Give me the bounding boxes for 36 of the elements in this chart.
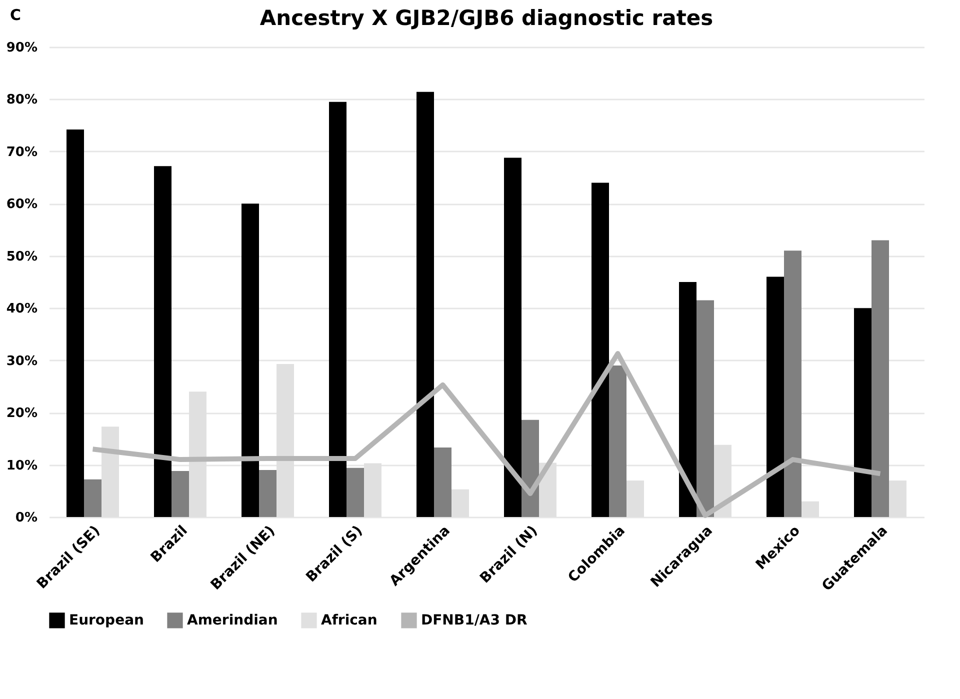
bar: [434, 448, 452, 517]
bar: [522, 420, 539, 517]
y-tick-label: 50%: [6, 249, 38, 264]
text: C: [10, 6, 22, 24]
bar: [329, 102, 346, 517]
chart-title: Ancestry X GJB2/GJB6 diagnostic rates: [260, 6, 714, 30]
bar: [66, 130, 84, 517]
bar: [346, 468, 364, 517]
y-tick-label: 80%: [6, 92, 38, 108]
legend-label: European: [69, 612, 144, 628]
y-tick-label: 70%: [6, 144, 38, 160]
legend-label: DFNB1/A3 DR: [421, 612, 528, 628]
bar: [609, 366, 626, 517]
y-tick-label: 0%: [15, 510, 38, 526]
bar: [766, 276, 784, 517]
legend-label: African: [321, 612, 378, 628]
bar: [416, 92, 434, 517]
y-tick-label: 40%: [6, 302, 38, 317]
bar: [696, 300, 714, 517]
bar: [242, 204, 259, 517]
legend-label: Amerindian: [187, 612, 278, 628]
y-tick-label: 20%: [6, 406, 38, 422]
bar: [504, 158, 522, 517]
bar: [854, 308, 872, 517]
y-tick-label: 90%: [6, 40, 38, 56]
y-tick-label: 60%: [6, 197, 38, 212]
y-tick-label: 30%: [6, 354, 38, 369]
bar: [872, 240, 889, 517]
bar: [592, 182, 609, 517]
bar: [784, 250, 802, 517]
bar: [172, 471, 189, 517]
y-tick-label: 10%: [6, 458, 38, 474]
bar: [679, 282, 696, 517]
bar: [84, 479, 102, 517]
bar: [154, 166, 172, 517]
bar: [259, 470, 276, 517]
